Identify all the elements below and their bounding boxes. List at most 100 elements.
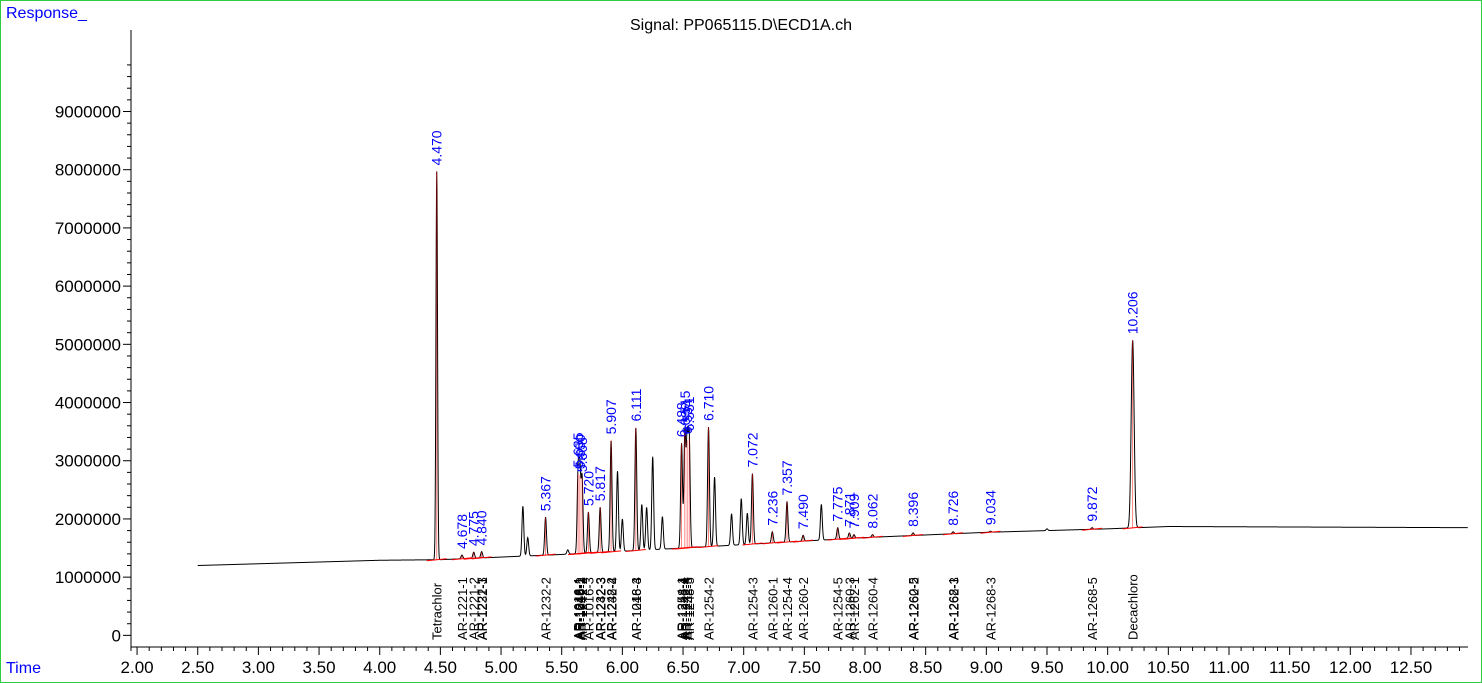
peak-rt-label: 4.840 — [474, 510, 490, 545]
compound-label: AR-1260-4 — [866, 577, 881, 640]
compound-label: AR-1221-3 — [475, 577, 490, 640]
compound-label: AR-1268-1 — [946, 577, 961, 640]
compound-label: AR-1016-4 — [629, 577, 644, 640]
compound-label: AR-1016-3 — [581, 577, 596, 640]
y-tick-label: 6000000 — [55, 277, 121, 296]
compound-label: AR-1248-3 — [629, 577, 644, 640]
peak-rt-label: 5.817 — [592, 466, 608, 501]
x-tick-label: 10.50 — [1147, 658, 1190, 677]
compound-label: AR-1248-5 — [682, 577, 697, 640]
peak-rt-label: 8.396 — [905, 492, 921, 527]
peak-rt-label: 6.710 — [701, 386, 717, 421]
compound-label: AR-1260-3 — [842, 577, 857, 640]
compound-label: AR-1232-5 — [680, 577, 695, 640]
peak-rt-label: 4.470 — [429, 130, 445, 165]
y-tick-label: 8000000 — [55, 161, 121, 180]
y-tick-label: 0 — [112, 626, 121, 645]
compound-label: AR-1262-1 — [847, 577, 862, 640]
peak-rt-label: 6.111 — [628, 388, 644, 421]
x-tick-label: 2.50 — [181, 658, 214, 677]
compound-label: Tetrachlor — [430, 582, 445, 640]
y-tick-label: 7000000 — [55, 219, 121, 238]
compound-label: AR-1242-1 — [572, 577, 587, 640]
peak-rt-label: 6.551 — [681, 396, 697, 431]
y-tick-label: 3000000 — [55, 452, 121, 471]
peak-rt-label: 7.072 — [744, 432, 760, 467]
y-tick-label: 1000000 — [55, 568, 121, 587]
compound-label: AR-1254-1 — [675, 577, 690, 640]
chart-title: Signal: PP065115.D\ECD1A.ch — [629, 17, 853, 34]
compound-label: AR-1260-1 — [765, 577, 780, 640]
x-tick-label: 7.00 — [727, 658, 760, 677]
compound-label: AR-1242-2 — [575, 577, 590, 640]
y-tick-label: 4000000 — [55, 394, 121, 413]
peak-rt-label: 10.206 — [1125, 291, 1141, 334]
compound-label: AR-1268-5 — [1085, 577, 1100, 640]
compound-label: AR-1248-4 — [675, 577, 690, 640]
x-tick-label: 11.50 — [1269, 658, 1310, 677]
peak-rt-label: 4.678 — [454, 514, 470, 549]
peak-rt-label: 6.488 — [674, 402, 690, 437]
y-tick-label: 9000000 — [55, 102, 121, 121]
y-axis-label: Response_ — [6, 5, 87, 22]
y-tick-label: 2000000 — [55, 510, 121, 529]
peak-rt-label: 5.635 — [570, 432, 586, 467]
compound-label: AR-1232-4 — [604, 577, 619, 640]
peak-rt-label: 5.720 — [580, 471, 596, 506]
compound-label: AR-1232-3 — [593, 577, 608, 640]
x-tick-label: 12.50 — [1390, 658, 1433, 677]
compound-label: AR-1254-5 — [831, 577, 846, 640]
peak-rt-label: 7.909 — [846, 493, 862, 528]
peak-rt-label: 7.357 — [779, 460, 795, 495]
peak-rt-label: 5.367 — [538, 476, 554, 511]
x-tick-label: 7.50 — [788, 658, 821, 677]
compound-label: AR-1262-3 — [947, 577, 962, 640]
compound-label: AR-1242-3 — [594, 577, 609, 640]
peak-rt-label: 7.236 — [764, 491, 780, 526]
x-tick-label: 8.00 — [848, 658, 881, 677]
peak-rt-label: 9.872 — [1084, 486, 1100, 521]
peak-rt-label: 7.490 — [795, 494, 811, 529]
compound-label: AR-1260-2 — [796, 577, 811, 640]
compound-label: AR-1242-4 — [678, 577, 693, 640]
compound-label: AR-1248-2 — [604, 577, 619, 640]
x-tick-label: 11.00 — [1208, 658, 1249, 677]
x-tick-label: 3.50 — [303, 658, 336, 677]
x-tick-label: 10.00 — [1086, 658, 1129, 677]
peak-rt-label: 5.650 — [572, 434, 588, 469]
y-tick-label: 5000000 — [55, 335, 121, 354]
compound-label: AR-1248-1 — [572, 577, 587, 640]
peak-rt-label: 5.907 — [603, 399, 619, 434]
peak-rt-label: 4.775 — [466, 511, 482, 546]
x-tick-label: 4.50 — [424, 658, 457, 677]
compound-label: AR-1221-1 — [455, 577, 470, 640]
peak-rt-label: 8.726 — [945, 491, 961, 526]
peak-rt-label: 5.668 — [574, 437, 590, 472]
peak-rt-label: 6.534 — [679, 399, 695, 434]
compound-label: AR-1260-5 — [906, 577, 921, 640]
compound-label: AR-1016-1 — [571, 577, 586, 640]
compound-label: AR-1016-2 — [573, 577, 588, 640]
x-tick-label: 6.00 — [606, 658, 639, 677]
compound-label: AR-1254-4 — [780, 577, 795, 640]
peak-rt-label: 6.515 — [677, 390, 693, 425]
compound-label: AR-1221-2 — [467, 577, 482, 640]
compound-label: AR-1254-2 — [702, 577, 717, 640]
compound-label: AR-1268-3 — [983, 577, 998, 640]
peak-rt-label: 7.775 — [830, 486, 846, 521]
compound-label: AR-1262-2 — [907, 577, 922, 640]
x-tick-label: 4.00 — [363, 658, 396, 677]
x-axis-label: Time — [6, 660, 41, 677]
compound-label: Decachloro — [1126, 574, 1141, 640]
x-tick-label: 9.00 — [970, 658, 1003, 677]
compound-label: AR-1232-1 — [475, 577, 490, 640]
x-tick-label: 8.50 — [909, 658, 942, 677]
x-tick-label: 9.50 — [1030, 658, 1063, 677]
x-tick-label: 6.50 — [666, 658, 699, 677]
x-tick-label: 3.00 — [242, 658, 275, 677]
compound-label: AR-1232-2 — [539, 577, 554, 640]
x-tick-label: 5.00 — [484, 658, 517, 677]
x-tick-label: 2.00 — [121, 658, 154, 677]
x-tick-label: 5.50 — [545, 658, 578, 677]
